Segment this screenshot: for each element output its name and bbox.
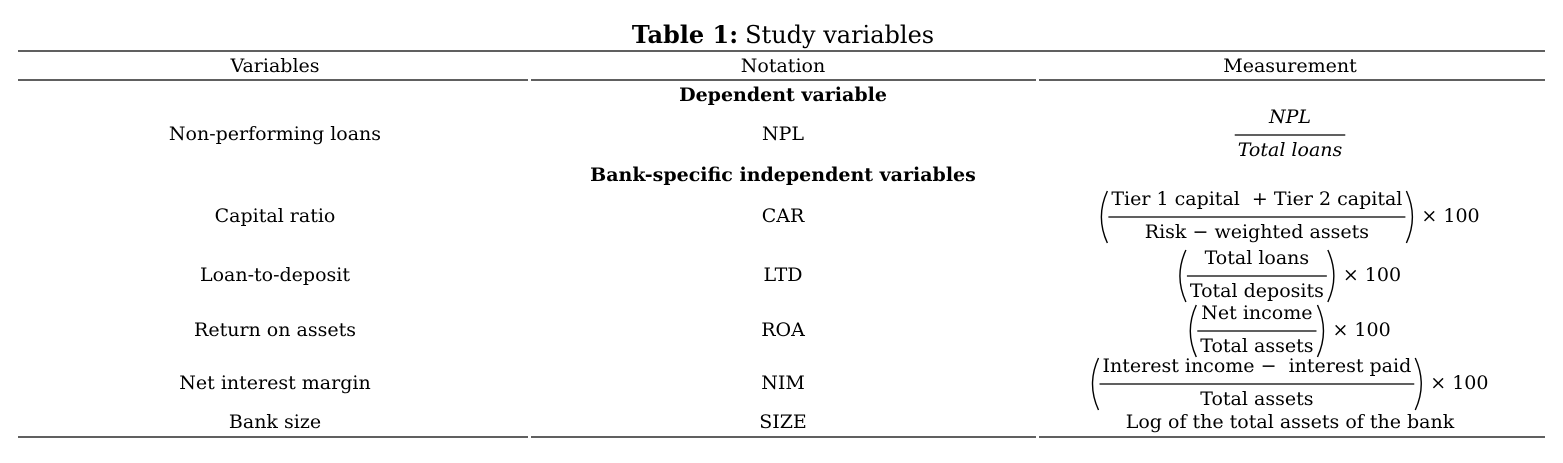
variable-name: Bank size <box>229 411 321 433</box>
paren-left <box>1091 357 1100 411</box>
fraction-numerator: Tier 1 capital + Tier 2 capital <box>1111 188 1402 210</box>
table-caption: Table 1: Study variables <box>632 20 934 49</box>
fraction-numerator: Interest income − interest paid <box>1103 355 1412 377</box>
fraction-numerator: Net income <box>1201 302 1312 324</box>
paren-left <box>1100 190 1109 244</box>
variable-name: Loan-to-deposit <box>200 264 350 286</box>
section-heading: Dependent variable <box>679 84 887 106</box>
variable-name: Return on assets <box>194 319 356 341</box>
variable-name: Net interest margin <box>179 372 370 394</box>
variable-name: Capital ratio <box>215 205 336 227</box>
measurement-text: Log of the total assets of the bank <box>1126 411 1455 433</box>
multiplier: × 100 <box>1430 372 1488 394</box>
multiplier: × 100 <box>1421 205 1479 227</box>
fraction-numerator: Total loans <box>1205 247 1310 269</box>
column-header: Notation <box>741 55 825 77</box>
fraction-denominator: Risk − weighted assets <box>1145 221 1369 243</box>
fraction-denominator: Total deposits <box>1190 280 1324 302</box>
multiplier: × 100 <box>1332 319 1390 341</box>
section-heading: Bank-specific independent variables <box>590 164 976 186</box>
caption-text: Study variables <box>745 21 934 49</box>
notation: ROA <box>761 319 805 341</box>
paren-right <box>1316 304 1325 358</box>
fraction-denominator: Total loans <box>1238 139 1343 161</box>
notation: CAR <box>762 205 805 227</box>
paren-left <box>1189 304 1197 358</box>
fraction-denominator: Total assets <box>1200 388 1313 410</box>
fraction-numerator: NPL <box>1268 106 1311 128</box>
column-header: Measurement <box>1223 55 1357 77</box>
notation: NPL <box>762 123 804 145</box>
fraction-denominator: Total assets <box>1200 335 1313 357</box>
paren-right <box>1405 190 1414 244</box>
caption-label: Table 1: <box>632 20 738 49</box>
notation: LTD <box>764 264 803 286</box>
multiplier: × 100 <box>1343 264 1401 286</box>
variable-name: Non-performing loans <box>169 123 381 145</box>
paren-left <box>1179 249 1187 303</box>
column-header: Variables <box>229 55 319 77</box>
notation: NIM <box>761 372 805 394</box>
notation: SIZE <box>759 411 807 433</box>
paren-right <box>1327 249 1335 303</box>
paren-right <box>1414 357 1422 411</box>
